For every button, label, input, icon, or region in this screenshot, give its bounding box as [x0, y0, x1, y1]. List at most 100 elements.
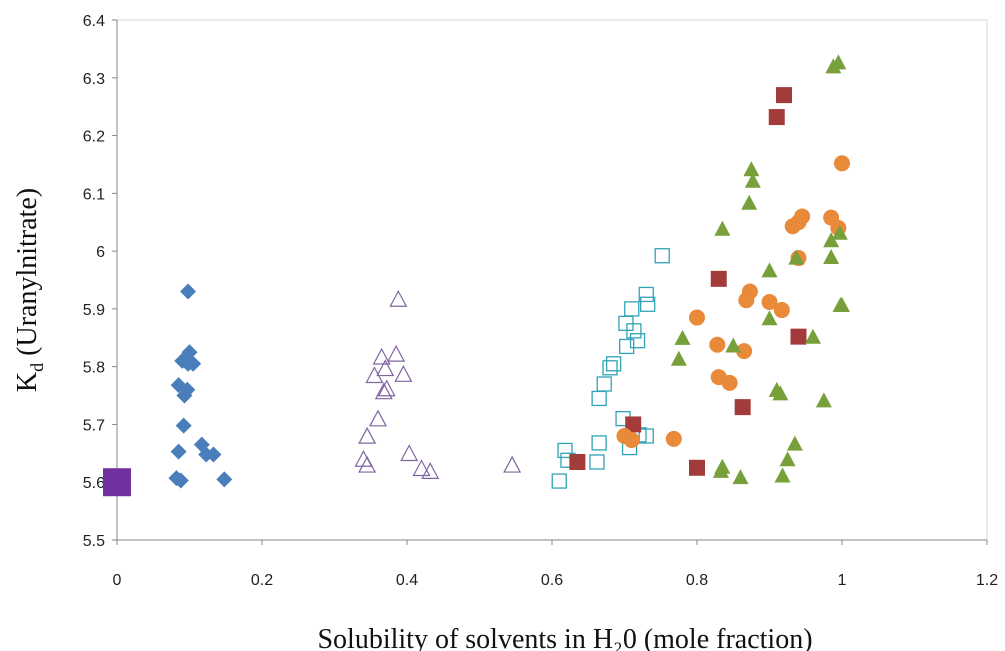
data-point	[358, 426, 377, 444]
data-point	[734, 399, 751, 416]
data-point	[784, 218, 801, 235]
data-point	[551, 473, 567, 489]
data-point	[790, 328, 807, 345]
data-point	[674, 329, 691, 345]
plot-area	[116, 19, 988, 541]
x-tick-label: 0.4	[396, 572, 418, 589]
data-point	[834, 155, 850, 172]
data-point	[761, 310, 778, 326]
y-axis-title-subscript: d	[27, 363, 47, 372]
data-point	[619, 338, 635, 355]
y-axis-ticks: 5.5 5.6 5.7 5.8 5.9 6 6.1 6.2 6.3 6.4	[83, 13, 117, 550]
data-point	[738, 292, 755, 309]
data-point	[377, 379, 396, 397]
data-point	[709, 336, 726, 353]
x-axis-ticks: 0 0.2 0.4 0.6 0.8 1 1.2	[113, 540, 998, 589]
data-point	[369, 409, 387, 427]
data-point	[805, 328, 821, 344]
x-tick-label: 0	[113, 572, 122, 589]
data-point	[741, 194, 758, 210]
data-point	[710, 270, 727, 287]
data-point	[743, 161, 760, 177]
data-point	[374, 382, 393, 400]
data-point	[721, 374, 738, 391]
y-axis-title-rest: (Uranylnitrate)	[12, 188, 43, 363]
data-point	[205, 446, 222, 463]
data-point	[503, 455, 522, 473]
data-point	[776, 87, 792, 104]
data-point	[168, 470, 185, 487]
data-point	[591, 435, 607, 451]
data-point	[768, 109, 785, 126]
data-point	[779, 451, 796, 467]
x-tick-label: 0.6	[541, 572, 563, 589]
series-square-large-filled	[103, 468, 131, 497]
data-point	[376, 359, 395, 377]
plot-frame	[116, 19, 988, 541]
data-point	[823, 232, 840, 248]
data-point	[665, 430, 682, 447]
series-square-open	[551, 248, 670, 489]
data-point	[834, 297, 850, 312]
data-point	[358, 455, 377, 473]
y-tick-label: 5.6	[83, 475, 105, 492]
data-point	[602, 360, 618, 376]
data-point	[689, 309, 705, 326]
y-tick-label: 5.8	[83, 360, 105, 377]
data-point	[831, 224, 848, 240]
data-point	[725, 337, 742, 353]
x-tick-label: 0.8	[686, 572, 708, 589]
data-point	[387, 344, 406, 362]
data-point	[825, 58, 842, 74]
data-point	[180, 283, 197, 300]
data-point	[736, 343, 753, 360]
data-point	[421, 462, 440, 479]
data-point	[761, 262, 778, 278]
data-point	[654, 248, 670, 264]
data-point	[176, 387, 193, 404]
y-axis-title-main: K	[12, 372, 43, 392]
x-axis-title: Solubility of solvents in H₂0 (mole frac…	[317, 624, 812, 651]
series-triangle-open	[354, 289, 522, 479]
series-diamond-filled	[168, 283, 233, 489]
data-point	[372, 347, 391, 365]
y-tick-label: 6.2	[83, 129, 105, 146]
data-point	[786, 435, 803, 451]
data-point	[772, 385, 789, 401]
data-point	[216, 471, 233, 488]
data-point	[744, 172, 761, 188]
y-tick-label: 6.3	[83, 71, 105, 88]
data-point	[589, 454, 605, 470]
data-point	[170, 443, 187, 460]
data-point	[773, 302, 790, 319]
x-tick-label: 1.2	[976, 572, 998, 589]
data-point	[557, 442, 573, 459]
y-tick-label: 5.5	[83, 533, 105, 550]
data-point	[103, 468, 131, 497]
data-point	[180, 355, 197, 372]
data-point	[623, 432, 640, 449]
data-point	[569, 454, 586, 470]
data-point	[605, 356, 622, 372]
data-point	[761, 293, 778, 310]
x-tick-label: 0.2	[251, 572, 273, 589]
data-point	[815, 392, 832, 408]
data-point	[689, 459, 705, 476]
data-point	[788, 249, 805, 265]
y-axis-title: Kd (Uranylnitrate)	[12, 188, 47, 392]
data-point	[389, 289, 408, 307]
series-square-filled	[569, 87, 807, 476]
x-tick-label: 1	[838, 572, 847, 589]
data-point	[591, 390, 607, 407]
data-point	[625, 416, 642, 433]
data-point	[412, 459, 431, 477]
data-point	[629, 333, 646, 349]
data-point	[626, 323, 642, 339]
y-tick-label: 5.7	[83, 417, 105, 434]
y-tick-label: 6.1	[83, 186, 105, 203]
data-point	[670, 350, 687, 366]
y-tick-label: 6.4	[83, 13, 105, 30]
y-tick-label: 6	[96, 244, 105, 261]
data-point	[774, 467, 791, 483]
